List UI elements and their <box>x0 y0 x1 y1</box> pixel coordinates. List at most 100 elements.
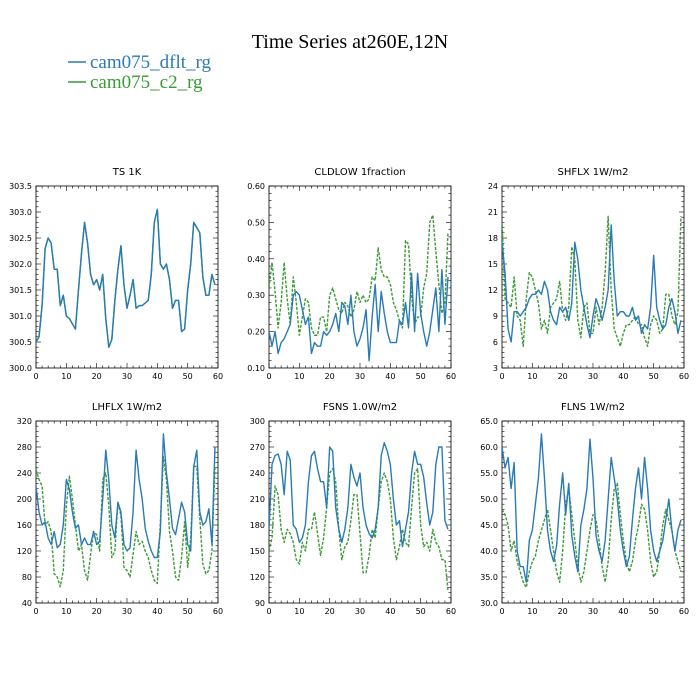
shflx-title: SHFLX 1W/m2 <box>558 167 629 178</box>
cldlow-xtick-label: 50 <box>416 372 426 381</box>
ts-ytick-label: 300.5 <box>9 338 32 347</box>
ts-xtick-label: 30 <box>122 372 132 381</box>
ts-xtick-label: 10 <box>61 372 71 381</box>
fsns-ytick-label: 240 <box>250 469 265 478</box>
lhflx-panel: LHFLX 1W/m2 0 10 20 30 40 50 60 40 80 120 160 200 240… <box>17 402 223 616</box>
legend-label-dflt: cam075_dflt_rg <box>90 52 212 73</box>
lhflx-ytick-label: 160 <box>17 521 32 530</box>
shflx-xtick-label: 0 <box>499 372 504 381</box>
shflx-ytick-label: 18 <box>488 234 498 243</box>
ts-xtick-label: 40 <box>152 372 162 381</box>
cldlow-ytick-label: 0.60 <box>247 182 265 191</box>
flns-xtick-label: 50 <box>649 607 659 616</box>
lhflx-xtick-label: 60 <box>213 607 223 616</box>
flns-ytick-label: 60.0 <box>480 443 498 452</box>
ts-ytick-label: 302.0 <box>9 260 32 269</box>
cldlow-title: CLDLOW 1fraction <box>314 167 405 178</box>
legend: cam075_dflt_rg cam075_c2_rg <box>68 52 212 93</box>
lhflx-xtick-label: 30 <box>122 607 132 616</box>
flns-title: FLNS 1W/m2 <box>561 402 625 413</box>
cldlow-ytick-label: 0.40 <box>247 255 265 264</box>
cldlow-xtick-label: 40 <box>385 372 395 381</box>
lhflx-xtick-label: 50 <box>183 607 193 616</box>
lhflx-ytick-label: 320 <box>17 417 32 426</box>
lhflx-ytick-label: 200 <box>17 495 32 504</box>
cldlow-xtick-label: 30 <box>355 372 365 381</box>
shflx-panel: SHFLX 1W/m2 0 10 20 30 40 50 60 3 6 9 12 15 18 21 24 <box>488 167 689 381</box>
cldlow-xtick-label: 60 <box>446 372 456 381</box>
ts-title: TS 1K <box>112 167 142 178</box>
lhflx-title: LHFLX 1W/m2 <box>92 402 162 413</box>
fsns-title: FSNS 1.0W/m2 <box>323 402 397 413</box>
flns-xtick-label: 20 <box>558 607 568 616</box>
cldlow-xtick-label: 0 <box>266 372 271 381</box>
cldlow-panel: CLDLOW 1fraction 0 10 20 30 40 50 60 0.10 0.20 0.3… <box>247 167 456 381</box>
shflx-ytick-label: 21 <box>488 208 498 217</box>
fsns-panel: FSNS 1.0W/m2 0 10 20 30 40 50 60 90 120 150 180 210 2… <box>250 402 456 616</box>
lhflx-ytick-label: 40 <box>22 599 32 608</box>
flns-series-c2-line <box>502 482 682 589</box>
flns-ytick-label: 45.0 <box>480 521 498 530</box>
panels-group: TS 1K0 10 20 30 40 50 60300.0300.5301.0301.530… <box>9 167 689 616</box>
shflx-series-dflt-line <box>502 224 682 343</box>
lhflx-series-dflt-line <box>36 433 216 559</box>
fsns-series-dflt-line <box>269 441 449 548</box>
ts-xtick-label: 0 <box>33 372 38 381</box>
fsns-series-c2-line <box>269 467 449 591</box>
shflx-ytick-label: 3 <box>493 364 498 373</box>
shflx-series-c2-line <box>502 215 682 348</box>
fsns-ytick-label: 300 <box>250 417 265 426</box>
fsns-ytick-label: 120 <box>250 573 265 582</box>
flns-ytick-label: 50.0 <box>480 495 498 504</box>
fsns-ytick-label: 180 <box>250 521 265 530</box>
flns-ytick-label: 65.0 <box>480 417 498 426</box>
cldlow-series-dflt-line <box>269 269 449 362</box>
ts-xtick-label: 50 <box>183 372 193 381</box>
shflx-xtick-label: 10 <box>527 372 537 381</box>
shflx-ytick-label: 15 <box>488 260 498 269</box>
flns-ytick-label: 55.0 <box>480 469 498 478</box>
shflx-ytick-label: 12 <box>488 286 498 295</box>
ts-ytick-label: 303.0 <box>9 208 32 217</box>
flns-series-dflt-line <box>502 433 682 583</box>
cldlow-ytick-label: 0.50 <box>247 218 265 227</box>
fsns-xtick-label: 40 <box>385 607 395 616</box>
flns-ytick-label: 30.0 <box>480 599 498 608</box>
flns-xtick-label: 30 <box>588 607 598 616</box>
shflx-xtick-label: 50 <box>649 372 659 381</box>
lhflx-ytick-label: 80 <box>22 573 32 582</box>
figure-title: Time Series at260E,12N <box>252 31 448 53</box>
shflx-ytick-label: 9 <box>493 312 498 321</box>
ts-ytick-label: 302.5 <box>9 234 32 243</box>
fsns-xtick-label: 50 <box>416 607 426 616</box>
shflx-xtick-label: 40 <box>618 372 628 381</box>
ts-ytick-label: 301.0 <box>9 312 32 321</box>
flns-xtick-label: 10 <box>527 607 537 616</box>
flns-ytick-label: 35.0 <box>480 573 498 582</box>
ts-panel: TS 1K 0 10 20 30 40 50 60 300.0 300.5 301.0 301.5 30… <box>9 167 223 381</box>
cldlow-ytick-label: 0.20 <box>247 328 265 337</box>
shflx-xtick-label: 20 <box>558 372 568 381</box>
shflx-xtick-label: 60 <box>679 372 689 381</box>
ts-ytick-label: 300.0 <box>9 364 32 373</box>
flns-xtick-label: 40 <box>618 607 628 616</box>
shflx-xtick-label: 30 <box>588 372 598 381</box>
flns-xtick-label: 0 <box>499 607 504 616</box>
lhflx-series-c2-line <box>36 456 216 588</box>
lhflx-ytick-label: 280 <box>17 443 32 452</box>
fsns-xtick-label: 20 <box>325 607 335 616</box>
fsns-ytick-label: 270 <box>250 443 265 452</box>
fsns-ytick-label: 210 <box>250 495 265 504</box>
shflx-ytick-label: 24 <box>488 182 498 191</box>
ts-series-dflt-line <box>36 208 216 348</box>
lhflx-xtick-label: 0 <box>33 607 38 616</box>
cldlow-xtick-label: 10 <box>294 372 304 381</box>
fsns-xtick-label: 30 <box>355 607 365 616</box>
ts-xtick-label: 60 <box>213 372 223 381</box>
lhflx-xtick-label: 10 <box>61 607 71 616</box>
legend-label-c2: cam075_c2_rg <box>90 72 203 93</box>
cldlow-ytick-label: 0.10 <box>247 364 265 373</box>
cldlow-ytick-label: 0.30 <box>247 291 265 300</box>
fsns-xtick-label: 0 <box>266 607 271 616</box>
shflx-ytick-label: 6 <box>493 338 498 347</box>
